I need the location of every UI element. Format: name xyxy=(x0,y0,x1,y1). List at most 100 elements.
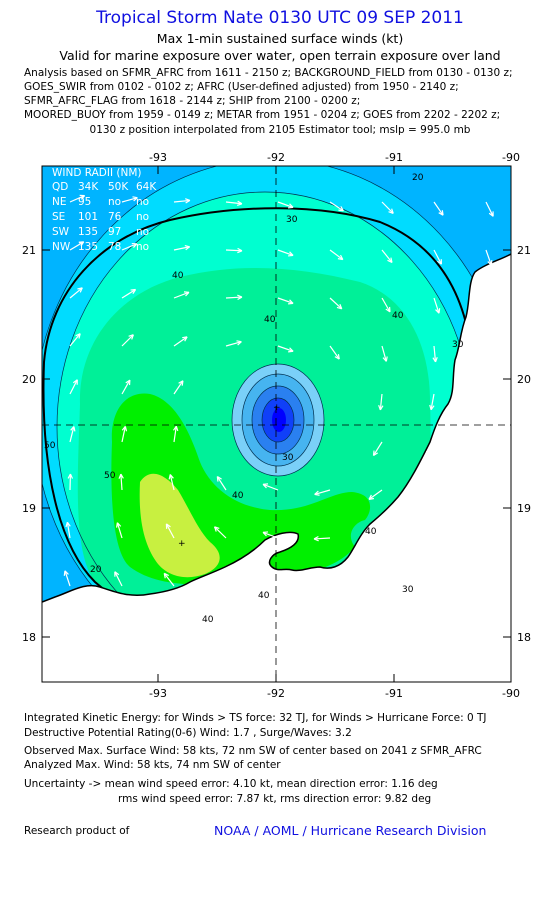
wind-vector xyxy=(173,380,184,395)
contour-label: 40 xyxy=(172,271,184,281)
wind-vector-head xyxy=(131,242,138,248)
contour-label: 40 xyxy=(392,311,404,321)
wind-vector-head xyxy=(114,571,120,577)
wind-vector xyxy=(329,345,340,360)
wind-vector xyxy=(277,297,294,304)
noaa-aoml-link[interactable]: NOAA / AOML / Hurricane Research Divisio… xyxy=(214,823,487,838)
y-tick-label: 20 xyxy=(517,373,531,386)
contour-label: 50 xyxy=(44,441,56,451)
wind-vector xyxy=(62,619,71,635)
contour-label: 40 xyxy=(202,615,214,625)
x-tick-label: -93 xyxy=(149,151,167,164)
wind-vector-head xyxy=(387,257,393,264)
contour-label: 50 xyxy=(104,471,116,481)
wind-vector xyxy=(163,572,175,587)
wind-vector-head xyxy=(237,294,243,301)
position-note: 0130 z position interpolated from 2105 E… xyxy=(89,124,471,136)
wind-vector-head xyxy=(288,203,294,209)
wind-vector-head xyxy=(314,490,320,496)
wind-vector-head xyxy=(366,539,373,545)
wind-vector xyxy=(329,249,344,261)
wind-radii-cell: no xyxy=(136,226,149,238)
wind-vector xyxy=(121,197,138,203)
wind-vector xyxy=(277,249,294,256)
wind-vector xyxy=(225,201,242,205)
wind-vector-head xyxy=(163,572,169,579)
wind-vector-head xyxy=(62,619,68,625)
wind-vector-head xyxy=(112,620,118,626)
wind-vector-head xyxy=(288,347,294,353)
contour-label: 40 xyxy=(264,315,276,325)
wind-vector xyxy=(381,201,394,214)
wind-vector xyxy=(69,426,75,443)
wind-vector xyxy=(225,249,243,252)
wind-radii-cell: 97 xyxy=(108,226,121,238)
wind-vector-head xyxy=(418,588,425,594)
wind-vector-head xyxy=(78,241,85,247)
wind-vector-head xyxy=(429,404,435,411)
wind-vector-head xyxy=(422,496,428,503)
wind-vector xyxy=(277,345,294,352)
contour-labels: 30 20 40 40 40 50 50 40 40 30 40 30 40 3… xyxy=(44,173,464,625)
x-tick-label: -90 xyxy=(502,687,520,700)
wind-vector xyxy=(262,531,279,539)
wind-vector-head xyxy=(63,570,69,576)
wind-vector xyxy=(225,296,243,299)
contour-label: 30 xyxy=(452,340,464,350)
wind-vector xyxy=(277,201,294,208)
wind-radii-cell: no xyxy=(108,196,121,208)
wind-vector xyxy=(173,426,177,443)
wind-vector-head xyxy=(262,579,269,585)
wind-radii-cell: 78 xyxy=(108,241,121,253)
x-tick-label: -92 xyxy=(267,687,285,700)
wind-vector-head xyxy=(368,494,375,500)
wind-radii-cell: 76 xyxy=(108,211,122,223)
wind-vector xyxy=(214,526,227,539)
wind-vector xyxy=(69,195,85,203)
wind-vector-head xyxy=(313,629,320,636)
wind-vector xyxy=(64,570,71,587)
wind-vector xyxy=(212,624,227,635)
ike-line: Integrated Kinetic Energy: for Winds > T… xyxy=(24,712,487,724)
wind-vector xyxy=(121,426,126,443)
wind-vector-head xyxy=(334,354,340,360)
wind-vector xyxy=(381,297,391,313)
x-tick-label: -91 xyxy=(385,151,403,164)
uncertainty-rms-line: rms wind speed error: 7.87 kt, rms direc… xyxy=(118,793,432,805)
creation-watermark: Nate - created on 2011-09-09 02:35:13 UT… xyxy=(48,666,279,678)
wind-vector-head xyxy=(132,196,138,202)
wind-vector-head xyxy=(365,585,372,592)
wind-vector-head xyxy=(420,542,426,548)
contour-label: 40 xyxy=(232,491,244,501)
analysis-line: GOES_SWIR from 0102 - 0102 z; AFRC (User… xyxy=(24,81,459,93)
wind-vector xyxy=(422,489,435,502)
wind-vector-head xyxy=(288,251,294,257)
contour-label: 20 xyxy=(412,173,424,183)
wind-vector xyxy=(69,379,78,395)
wind-radii-title: WIND RADII (NM) xyxy=(52,167,142,179)
max-wind-marker: + xyxy=(178,539,186,549)
x-tick-label: -92 xyxy=(267,151,285,164)
wind-vector-head xyxy=(435,308,441,314)
uncertainty-line: Uncertainty -> mean wind speed error: 4.… xyxy=(24,778,438,790)
wind-vector-head xyxy=(388,208,394,214)
wind-vector xyxy=(314,489,331,495)
wind-vector xyxy=(162,622,175,635)
y-tick-label: 18 xyxy=(22,631,36,644)
y-tick-label: 19 xyxy=(22,502,36,515)
wind-vector xyxy=(121,288,136,299)
wind-vector xyxy=(262,483,279,491)
wind-vector-head xyxy=(236,200,243,207)
analysis-line: SFMR_AFRC_FLAG from 1618 - 2144 z; SHIP … xyxy=(24,95,361,107)
wind-vector xyxy=(212,575,227,587)
map-exposure-note: Valid for marine exposure over water, op… xyxy=(59,48,501,63)
wind-vector xyxy=(116,522,123,539)
wind-vector xyxy=(419,585,435,593)
wind-vector-head xyxy=(184,244,191,251)
wind-vector xyxy=(121,243,137,251)
wind-radii-cell: NE xyxy=(52,196,67,208)
contour-label: 30 xyxy=(402,585,414,595)
wind-vector-head xyxy=(488,211,494,217)
wind-vector-head xyxy=(67,473,74,479)
wind-vector xyxy=(313,537,331,540)
